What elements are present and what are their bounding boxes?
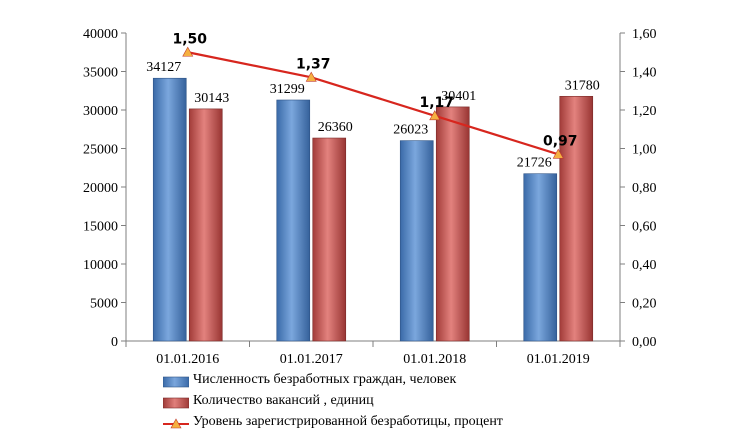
legend-label-unemployed: Численность безработных граждан, человек bbox=[193, 372, 457, 387]
data-label-unemployed: 34127 bbox=[146, 60, 181, 75]
y-right-tick-label: 0,20 bbox=[632, 297, 657, 312]
y-left-tick-label: 35000 bbox=[83, 66, 118, 81]
legend-label-rate: Уровень зарегистрированной безработицы, … bbox=[193, 414, 503, 429]
x-tick-label: 01.01.2016 bbox=[156, 352, 219, 367]
data-label-vacancies: 30401 bbox=[441, 89, 476, 104]
y-right-tick-label: 1,20 bbox=[632, 104, 657, 119]
x-tick-label: 01.01.2018 bbox=[403, 352, 466, 367]
data-label-rate: 1,17 bbox=[419, 95, 454, 111]
data-label-unemployed: 31299 bbox=[270, 82, 305, 97]
bar-unemployed bbox=[152, 77, 187, 342]
x-tick-label: 01.01.2019 bbox=[527, 352, 590, 367]
y-left-tick-label: 40000 bbox=[83, 27, 118, 42]
y-right-tick-label: 0,80 bbox=[632, 181, 657, 196]
y-left-tick-label: 25000 bbox=[83, 143, 118, 158]
legend-label-vacancies: Количество вакансий , единиц bbox=[193, 393, 374, 408]
data-label-rate: 0,97 bbox=[543, 133, 578, 149]
y-right-tick-label: 0,00 bbox=[632, 335, 657, 350]
y-right-tick-label: 0,40 bbox=[632, 258, 657, 273]
bar-vacancies bbox=[559, 95, 594, 342]
y-left-tick-label: 30000 bbox=[83, 104, 118, 119]
bar-vacancies bbox=[312, 137, 347, 342]
legend-swatch-unemployed bbox=[163, 376, 189, 388]
y-left-tick-label: 5000 bbox=[90, 297, 118, 312]
data-label-unemployed: 26023 bbox=[393, 123, 428, 138]
rate-marker bbox=[429, 110, 441, 121]
rate-marker bbox=[552, 148, 564, 159]
y-right-tick-label: 1,40 bbox=[632, 66, 657, 81]
y-left-tick-label: 10000 bbox=[83, 258, 118, 273]
rate-marker bbox=[182, 46, 194, 57]
legend-swatch-vacancies bbox=[163, 397, 189, 409]
y-left-tick-label: 20000 bbox=[83, 181, 118, 196]
y-left-tick-label: 0 bbox=[111, 335, 118, 350]
bar-unemployed bbox=[523, 173, 558, 342]
data-label-rate: 1,37 bbox=[296, 56, 331, 72]
y-right-tick-label: 1,60 bbox=[632, 27, 657, 42]
x-tick-label: 01.01.2017 bbox=[280, 352, 343, 367]
bar-unemployed bbox=[276, 99, 311, 342]
rate-line bbox=[187, 51, 559, 156]
data-label-vacancies: 30143 bbox=[194, 91, 229, 106]
legend-swatch-rate bbox=[163, 418, 189, 429]
bar-vacancies bbox=[188, 108, 223, 342]
data-label-unemployed: 21726 bbox=[517, 156, 552, 171]
bar-unemployed bbox=[399, 140, 434, 342]
y-left-tick-label: 15000 bbox=[83, 220, 118, 235]
y-right-tick-label: 1,00 bbox=[632, 143, 657, 158]
bar-vacancies bbox=[435, 106, 470, 342]
data-label-vacancies: 26360 bbox=[318, 120, 353, 135]
y-right-tick-label: 0,60 bbox=[632, 220, 657, 235]
data-label-vacancies: 31780 bbox=[565, 78, 600, 93]
data-label-rate: 1,50 bbox=[172, 31, 207, 47]
rate-marker bbox=[305, 71, 317, 82]
